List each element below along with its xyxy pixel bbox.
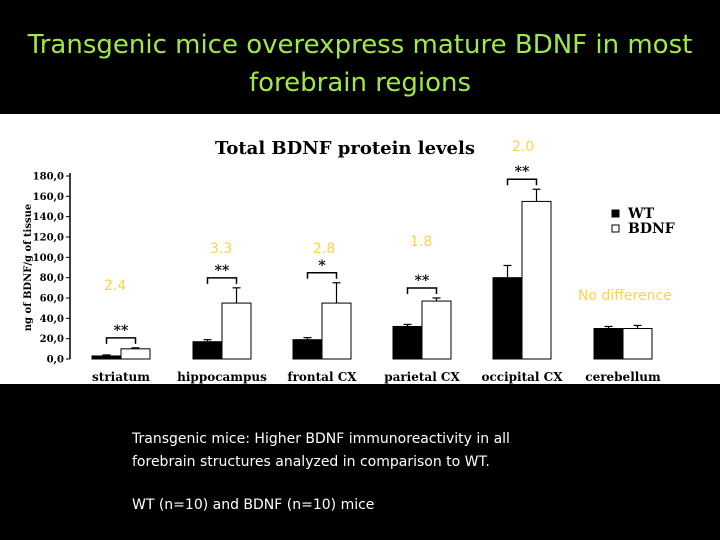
bar-bdnf-hippocampus [221,302,252,360]
y-tick-label: 140,0 [33,212,64,223]
legend-swatch-bdnf [611,224,620,233]
body-text-line-1: Transgenic mice: Higher BDNF immunoreact… [132,431,510,447]
significance-bracket [206,277,238,284]
x-category-label: occipital CX [481,370,563,384]
bdnf-bar-chart: Total BDNF protein levels 0,0 20,0 40,0 60,0… [23,138,675,384]
bar-bdnf-occipital-cx [521,200,552,360]
chart-title: Total BDNF protein levels [215,138,475,159]
legend-label-bdnf: BDNF [628,221,675,237]
significance-stars: ** [114,323,129,339]
x-category-label: hippocampus [177,370,267,384]
bar-wt-hippocampus [192,341,223,360]
bar-bdnf-frontal-cx [321,302,352,360]
y-tick-label: 180,0 [33,172,64,183]
no-difference-label: No difference [578,288,672,304]
significance-stars: * [318,258,326,274]
fold-change-frontal: 2.8 [313,241,336,257]
y-tick-label: 80,0 [40,273,64,284]
y-tick-label: 40,0 [40,314,64,325]
y-axis-label: ng of BDNF/g of tissue [23,204,34,331]
significance-bracket [406,287,438,294]
bar-wt-cerebellum [593,328,624,360]
x-category-label: cerebellum [585,370,661,384]
bar-wt-striatum [91,355,122,360]
bar-bdnf-striatum [120,348,151,360]
y-tick-label: 100,0 [33,253,64,264]
y-tick-label: 20,0 [40,334,64,345]
x-category-label: parietal CX [384,370,460,384]
fold-change-striatum: 2.4 [104,278,127,294]
significance-stars: ** [415,273,430,289]
bar-bdnf-parietal-cx [421,300,452,360]
fold-change-hippocampus: 3.3 [210,241,233,257]
bar-wt-frontal-cx [292,339,323,360]
fold-change-occipital: 2.0 [512,139,535,155]
slide-title: Transgenic mice overexpress mature BDNF … [27,30,693,98]
y-tick-label: 0,0 [47,355,64,366]
body-text-line-2: forebrain structures analyzed in compari… [132,454,490,470]
legend-swatch-wt [611,209,620,218]
body-text-line-3: WT (n=10) and BDNF (n=10) mice [132,497,375,513]
significance-bracket [506,178,538,186]
bar-bdnf-cerebellum [622,328,653,360]
bar-wt-occipital-cx [492,277,523,360]
legend-label-wt: WT [627,206,655,222]
y-tick-label: 60,0 [40,294,64,305]
significance-stars: ** [515,164,530,180]
y-tick-label: 160,0 [33,192,64,203]
title-band [0,0,720,110]
significance-stars: ** [215,263,230,279]
x-category-label: frontal CX [287,370,357,384]
fold-change-parietal: 1.8 [410,234,433,250]
significance-bracket [105,337,137,344]
y-tick-label: 120,0 [33,233,64,244]
bar-wt-parietal-cx [392,325,423,360]
x-category-label: striatum [92,370,150,384]
significance-bracket [306,272,338,279]
